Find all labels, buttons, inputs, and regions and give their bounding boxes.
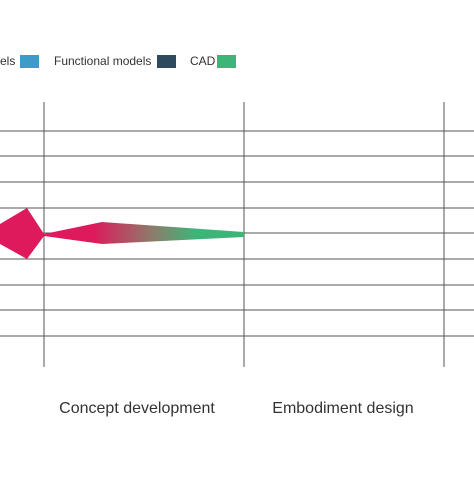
- legend-swatch-0: [20, 55, 39, 68]
- legend: els Functional models CAD: [0, 54, 236, 68]
- legend-label-1: Functional models: [54, 54, 151, 68]
- legend-label-2: CAD: [190, 54, 216, 68]
- usage-shape: [0, 208, 244, 259]
- legend-swatch-2: [217, 55, 236, 68]
- legend-swatch-1: [157, 55, 176, 68]
- grid: [0, 102, 474, 367]
- phase-label-embodiment-design: Embodiment design: [272, 400, 413, 417]
- phase-label-concept-development: Concept development: [59, 400, 215, 417]
- legend-label-0: els: [0, 54, 15, 68]
